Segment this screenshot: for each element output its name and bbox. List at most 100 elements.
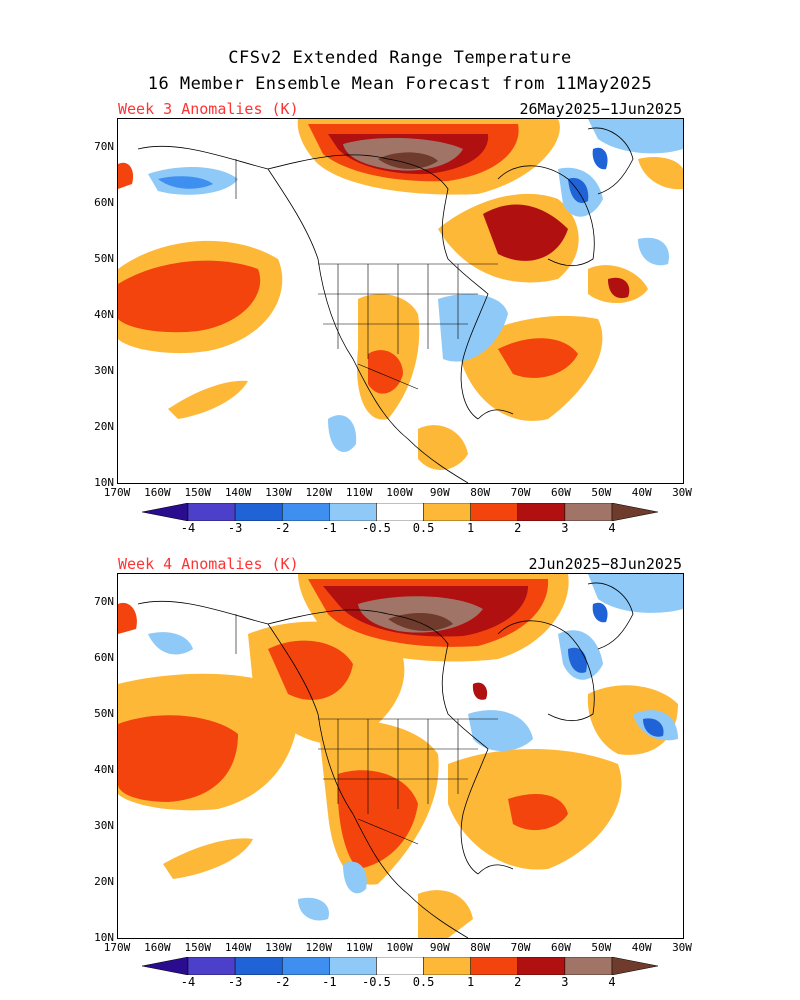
- week4-colorbar-label: 0.5: [412, 975, 435, 989]
- week3-lon-60w: 60W: [550, 486, 571, 499]
- week3-map-canvas: [118, 119, 683, 483]
- week4-colorbar-segment-0: [142, 957, 189, 975]
- week4-lon-40w: 40W: [631, 941, 652, 954]
- week3-colorbar-label: -1: [322, 521, 337, 535]
- week4-lat-40n: 40N: [94, 763, 114, 776]
- week3-lon-70w: 70W: [510, 486, 531, 499]
- week3-lon-150w: 150W: [184, 486, 211, 499]
- week4-colorbar-label: -0.5: [361, 975, 391, 989]
- week4-lon-30w: 30W: [672, 941, 692, 954]
- week3-lon-170w: 170W: [103, 486, 131, 499]
- week3-colorbar: [142, 503, 658, 521]
- map-title-line2: 16 Member Ensemble Mean Forecast from 11…: [147, 74, 653, 94]
- week3-warm-anomalies: [118, 119, 683, 470]
- week3-lon-100w: 100W: [386, 486, 413, 499]
- week4-colorbar-segment-5: [376, 957, 424, 975]
- week4-lon-100w: 100W: [386, 941, 413, 954]
- week4-colorbar-segment-6: [423, 957, 471, 975]
- week3-colorbar-label: -2: [274, 521, 290, 535]
- week3-dates: 26May2025−1Jun2025: [519, 100, 682, 118]
- week3-colorbar-label: -4: [180, 521, 196, 535]
- week3-lat-30n: 30N: [94, 364, 114, 377]
- week3-colorbar-segment-4: [329, 503, 377, 521]
- week4-cool-anomalies: [148, 574, 683, 921]
- week3-colorbar-segment-0: [142, 503, 189, 521]
- week4-colorbar-segment-9: [564, 957, 613, 975]
- week3-lat-70n: 70N: [94, 140, 114, 153]
- week4-lon-50w: 50W: [591, 941, 612, 954]
- week4-warm-anomalies: [118, 574, 678, 938]
- week4-lon-60w: 60W: [550, 941, 571, 954]
- week4-lon-120w: 120W: [305, 941, 333, 954]
- week4-map: [117, 573, 684, 939]
- week3-lat-60n: 60N: [94, 196, 114, 209]
- week3-lon-120w: 120W: [305, 486, 333, 499]
- week3-colorbar-segment-10: [611, 503, 658, 521]
- week3-lon-110w: 110W: [345, 486, 373, 499]
- week3-colorbar-label: -3: [227, 521, 243, 535]
- week4-colorbar-segment-10: [611, 957, 658, 975]
- week4-lat-10n: 10N: [94, 931, 114, 944]
- week4-colorbar-segment-3: [281, 957, 330, 975]
- map-title-line1: CFSv2 Extended Range Temperature: [228, 48, 572, 68]
- week4-lon-110w: 110W: [345, 941, 373, 954]
- week3-colorbar-segment-6: [423, 503, 471, 521]
- week3-lat-40n: 40N: [94, 308, 114, 321]
- week4-dates: 2Jun2025−8Jun2025: [528, 555, 682, 573]
- week3-colorbar-label: 1: [467, 521, 475, 535]
- week3-colorbar-segment-8: [517, 503, 566, 521]
- week4-colorbar-label: -4: [180, 975, 196, 989]
- week4-colorbar-segment-7: [470, 957, 519, 975]
- week3-lon-30w: 30W: [672, 486, 692, 499]
- week3-map: [117, 118, 684, 484]
- week4-lon-130w: 130W: [265, 941, 292, 954]
- week4-lat-50n: 50N: [94, 707, 114, 720]
- week4-borders: [235, 614, 498, 845]
- week4-colorbar-label: 2: [514, 975, 522, 989]
- week4-lat-60n: 60N: [94, 651, 114, 664]
- week4-coastlines: [137, 582, 634, 938]
- week4-lon-90w: 90W: [429, 941, 450, 954]
- week4-lon-170w: 170W: [103, 941, 131, 954]
- week3-colorbar-label: 4: [608, 521, 616, 535]
- week3-colorbar-segment-5: [376, 503, 424, 521]
- week3-colorbar-segment-1: [187, 503, 236, 521]
- week3-lon-90w: 90W: [429, 486, 450, 499]
- week3-lon-80w: 80W: [470, 486, 491, 499]
- week3-borders: [235, 159, 498, 390]
- week3-colorbar-segment-3: [281, 503, 330, 521]
- week3-colorbar-segment-2: [234, 503, 283, 521]
- week3-label: Week 3 Anomalies (K): [118, 100, 299, 118]
- week3-coastlines: [137, 127, 634, 483]
- week4-colorbar-label: 4: [608, 975, 616, 989]
- week4-lon-140w: 140W: [224, 941, 252, 954]
- week3-lon-130w: 130W: [265, 486, 292, 499]
- week4-lon-160w: 160W: [144, 941, 171, 954]
- week4-colorbar-segment-1: [187, 957, 236, 975]
- week4-lat-70n: 70N: [94, 595, 114, 608]
- week3-colorbar-label: -0.5: [361, 521, 391, 535]
- week4-colorbar-label: -3: [227, 975, 243, 989]
- week4-lon-80w: 80W: [470, 941, 491, 954]
- week4-colorbar-label: 1: [467, 975, 475, 989]
- week3-colorbar-segment-7: [470, 503, 519, 521]
- week4-colorbar-segment-8: [517, 957, 566, 975]
- week3-colorbar-label: 2: [514, 521, 522, 535]
- week4-colorbar-segment-2: [234, 957, 283, 975]
- week4-colorbar-label: -2: [274, 975, 290, 989]
- week4-lon-150w: 150W: [184, 941, 211, 954]
- week4-lat-30n: 30N: [94, 819, 114, 832]
- week3-lon-50w: 50W: [591, 486, 612, 499]
- week3-lon-160w: 160W: [144, 486, 171, 499]
- week4-colorbar: [142, 957, 658, 975]
- week3-lon-40w: 40W: [631, 486, 652, 499]
- week4-lat-20n: 20N: [94, 875, 114, 888]
- week3-lat-10n: 10N: [94, 476, 114, 489]
- week4-label: Week 4 Anomalies (K): [118, 555, 299, 573]
- week3-lat-50n: 50N: [94, 252, 114, 265]
- week3-lon-140w: 140W: [224, 486, 252, 499]
- week3-colorbar-label: 0.5: [412, 521, 435, 535]
- week3-colorbar-label: 3: [561, 521, 569, 535]
- week3-lat-20n: 20N: [94, 420, 114, 433]
- week4-colorbar-segment-4: [329, 957, 377, 975]
